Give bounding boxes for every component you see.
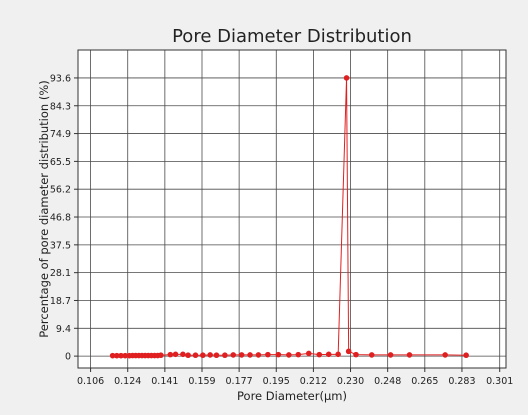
data-point	[192, 352, 199, 359]
x-tick-label: 0.212	[300, 376, 327, 387]
y-tick-label: 74.9	[50, 129, 71, 140]
data-point	[295, 351, 302, 358]
data-point	[255, 352, 262, 358]
data-point	[172, 351, 179, 358]
data-point	[353, 351, 359, 358]
x-tick-label: 0.248	[374, 376, 401, 387]
data-point	[345, 348, 352, 355]
y-tick-label: 65.5	[50, 157, 71, 168]
data-point	[185, 352, 191, 359]
y-tick-label: 84.3	[50, 101, 71, 112]
x-tick-label: 0.195	[263, 376, 290, 387]
data-point	[222, 352, 228, 359]
data-point	[463, 352, 469, 359]
data-point	[109, 352, 116, 359]
series-points	[109, 75, 469, 359]
data-point	[325, 351, 332, 358]
x-tick-label: 0.141	[151, 376, 178, 387]
data-point	[180, 351, 186, 358]
y-axis: 0 9.4 18.7 28.1 37.5 46.8 56.2 65.5 74.9 84.3 93.6	[50, 73, 78, 363]
data-point	[114, 352, 120, 359]
grid	[78, 50, 506, 368]
data-point	[213, 352, 220, 359]
y-tick-label: 28.1	[50, 268, 71, 279]
data-point	[167, 351, 174, 358]
y-tick-label: 9.4	[56, 324, 71, 335]
data-point	[200, 352, 206, 359]
data-point	[122, 352, 129, 359]
plot-area	[78, 50, 506, 368]
data-point	[158, 352, 164, 359]
data-point	[387, 352, 394, 358]
y-tick-label: 37.5	[50, 240, 71, 251]
y-axis-title: Percentage of pore diameter distribution…	[37, 80, 51, 338]
x-tick-label: 0.124	[114, 376, 141, 387]
y-tick-label: 46.8	[50, 213, 71, 224]
data-point	[442, 352, 448, 358]
data-point	[247, 352, 253, 358]
y-tick-label: 18.7	[50, 296, 71, 307]
data-point	[265, 351, 271, 358]
y-tick-label: 93.6	[50, 73, 71, 84]
x-tick-label: 0.159	[188, 376, 215, 387]
plot-frame	[77, 49, 507, 369]
x-tick-label: 0.177	[226, 376, 253, 387]
data-point	[368, 352, 375, 358]
data-point	[230, 352, 237, 358]
data-point	[118, 352, 124, 359]
chart-title: Pore Diameter Distribution	[172, 26, 412, 47]
x-tick-label: 0.265	[411, 376, 438, 387]
x-tick-label: 0.283	[448, 376, 475, 387]
data-point	[343, 75, 350, 81]
data-point	[207, 352, 213, 358]
data-point	[238, 352, 245, 358]
data-point	[335, 351, 341, 358]
data-point	[406, 352, 413, 358]
data-point	[305, 350, 312, 357]
x-axis: 0.106 0.124 0.141 0.159 0.177 0.195 0.212 0.230…	[77, 368, 513, 387]
data-point	[275, 351, 282, 358]
data-point	[286, 352, 292, 358]
x-tick-label: 0.230	[337, 376, 364, 387]
y-tick-label: 56.2	[50, 185, 71, 196]
x-axis-title: Pore Diameter(μm)	[237, 389, 347, 403]
data-point	[316, 351, 323, 358]
y-tick-label: 0	[65, 352, 71, 363]
x-tick-label: 0.106	[77, 376, 104, 387]
x-tick-label: 0.301	[486, 376, 513, 387]
